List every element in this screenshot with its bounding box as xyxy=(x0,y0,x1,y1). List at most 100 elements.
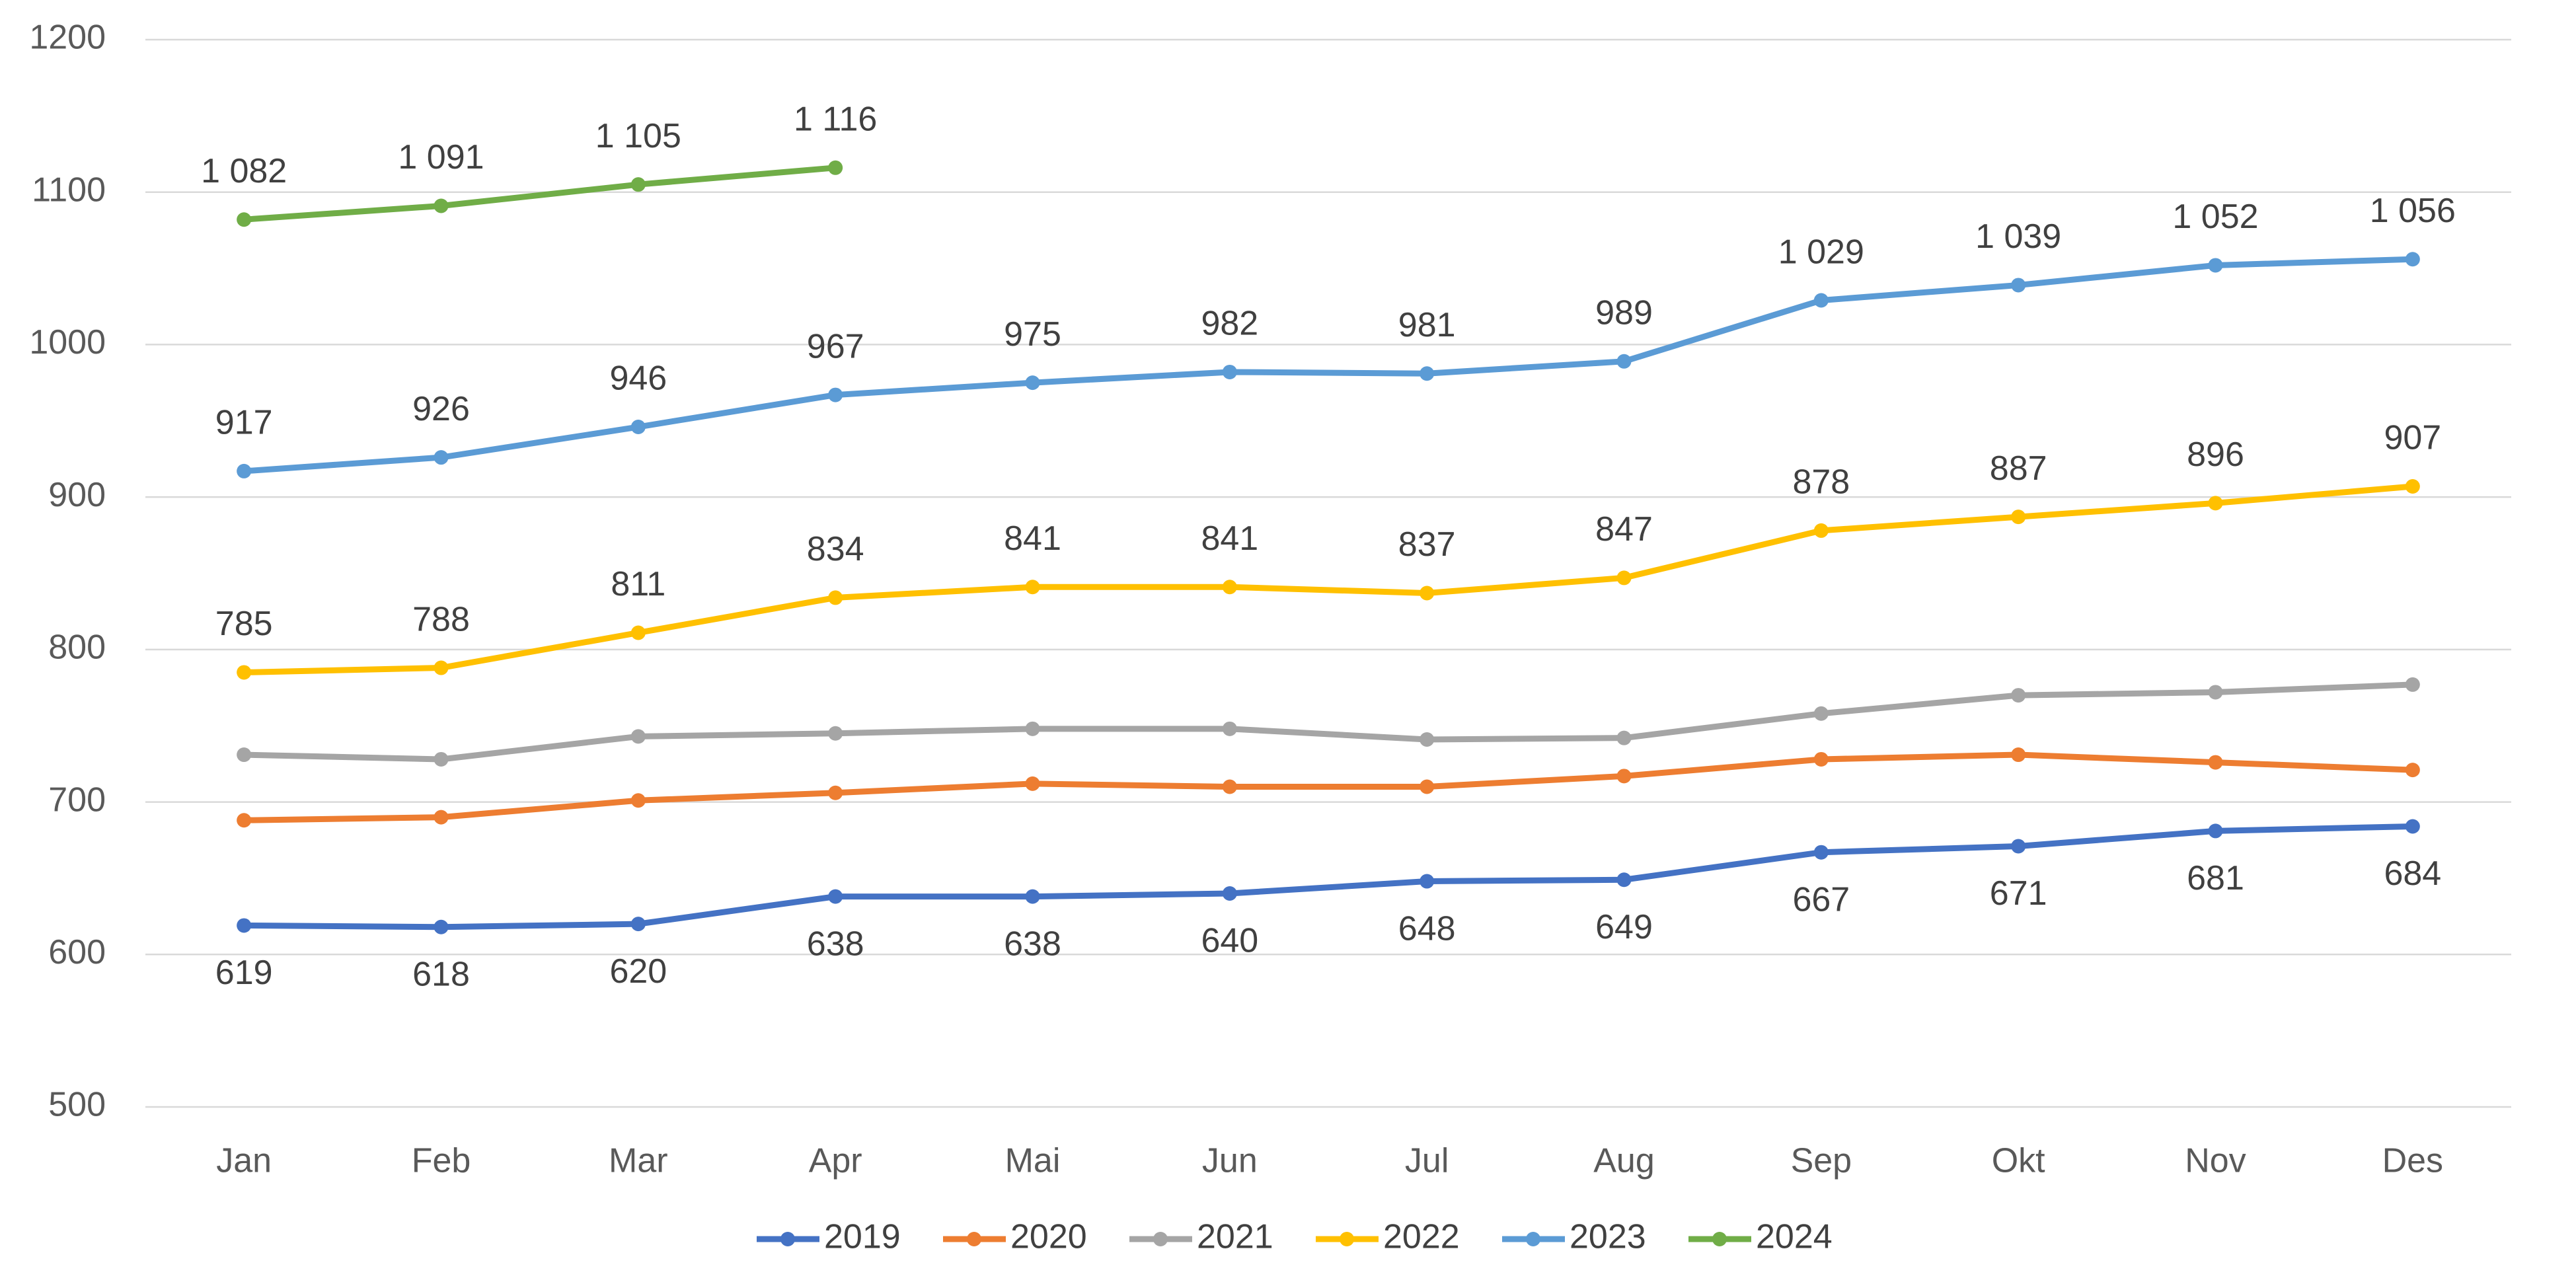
data-label: 620 xyxy=(609,952,667,991)
data-point xyxy=(1222,886,1237,901)
legend-marker xyxy=(780,1232,795,1246)
data-point xyxy=(1813,751,1829,767)
data-point xyxy=(237,212,252,227)
y-tick-label: 500 xyxy=(48,1086,106,1124)
data-point xyxy=(1813,706,1829,721)
series-line xyxy=(241,165,839,223)
data-label: 785 xyxy=(215,605,273,643)
data-label: 1 105 xyxy=(595,117,681,155)
data-label: 967 xyxy=(807,327,864,365)
data-point xyxy=(434,751,449,767)
data-label: 837 xyxy=(1398,525,1456,564)
data-point xyxy=(1025,375,1040,391)
x-tick-label: Jul xyxy=(1405,1142,1449,1180)
data-label: 648 xyxy=(1398,909,1456,948)
data-point xyxy=(2208,823,2223,839)
data-point xyxy=(630,729,646,744)
data-point xyxy=(828,387,843,402)
data-point xyxy=(1420,732,1435,747)
legend-marker xyxy=(1153,1232,1168,1246)
legend-marker xyxy=(1526,1232,1540,1246)
data-label: 640 xyxy=(1201,922,1258,960)
y-tick-label: 600 xyxy=(48,933,106,971)
data-point xyxy=(1813,845,1829,860)
legend-label: 2021 xyxy=(1197,1218,1273,1256)
legend-marker xyxy=(1340,1232,1354,1246)
data-point xyxy=(2011,688,2026,703)
legend-label: 2020 xyxy=(1010,1218,1087,1256)
data-label: 667 xyxy=(1792,880,1850,919)
data-point xyxy=(630,793,646,808)
series-line xyxy=(241,823,2416,930)
data-point xyxy=(1025,776,1040,791)
x-tick-label: Mar xyxy=(609,1142,668,1180)
data-point xyxy=(2208,258,2223,273)
legend-label: 2023 xyxy=(1570,1218,1646,1256)
data-point xyxy=(2011,278,2026,293)
data-label: 989 xyxy=(1595,294,1653,332)
data-label: 619 xyxy=(215,954,273,992)
data-point xyxy=(2405,677,2420,692)
legend-label: 2024 xyxy=(1756,1218,1833,1256)
data-point xyxy=(630,177,646,192)
series-line xyxy=(241,751,2416,823)
data-point xyxy=(237,747,252,763)
data-point xyxy=(2405,478,2420,494)
legend-marker xyxy=(1712,1232,1727,1246)
series-line xyxy=(241,256,2416,474)
y-tick-label: 800 xyxy=(48,628,106,667)
data-point xyxy=(828,726,843,741)
data-point xyxy=(1616,570,1632,586)
data-point xyxy=(1813,293,1829,308)
data-label: 878 xyxy=(1792,463,1850,502)
data-point xyxy=(434,660,449,675)
data-point xyxy=(237,813,252,828)
data-point xyxy=(434,919,449,934)
x-tick-label: Mai xyxy=(1005,1142,1061,1180)
data-point xyxy=(1420,586,1435,601)
data-point xyxy=(1420,779,1435,794)
x-tick-label: Jun xyxy=(1202,1142,1258,1180)
legend-label: 2019 xyxy=(824,1218,901,1256)
data-label: 847 xyxy=(1595,510,1653,549)
data-label: 946 xyxy=(609,360,667,398)
x-tick-label: Des xyxy=(2382,1142,2443,1180)
data-point xyxy=(1616,769,1632,784)
data-label: 1 052 xyxy=(2172,198,2258,236)
data-point xyxy=(1616,354,1632,369)
series-line xyxy=(241,483,2416,675)
y-tick-label: 1100 xyxy=(32,170,106,209)
x-tick-label: Nov xyxy=(2185,1142,2246,1180)
data-point xyxy=(1616,872,1632,888)
data-label: 834 xyxy=(807,530,864,568)
data-point xyxy=(630,420,646,435)
data-label: 1 082 xyxy=(201,152,287,190)
data-point xyxy=(2208,755,2223,770)
data-label: 684 xyxy=(2384,854,2441,893)
data-label: 896 xyxy=(2187,436,2244,474)
data-point xyxy=(828,590,843,605)
data-label: 975 xyxy=(1004,315,1061,354)
data-point xyxy=(828,160,843,175)
data-label: 982 xyxy=(1201,305,1258,343)
data-point xyxy=(2405,763,2420,778)
data-label: 788 xyxy=(412,600,470,638)
y-tick-label: 1000 xyxy=(29,323,106,361)
data-label: 638 xyxy=(1004,925,1061,963)
data-label: 681 xyxy=(2187,859,2244,897)
series-line xyxy=(241,681,2416,763)
data-point xyxy=(1222,779,1237,794)
data-point xyxy=(1025,721,1040,736)
data-point xyxy=(1222,364,1237,379)
x-tick-label: Jan xyxy=(216,1142,272,1180)
data-point xyxy=(2208,685,2223,700)
y-tick-label: 900 xyxy=(48,476,106,514)
data-point xyxy=(2405,252,2420,267)
data-point xyxy=(828,785,843,800)
data-label: 907 xyxy=(2384,419,2441,457)
data-point xyxy=(237,918,252,933)
data-label: 841 xyxy=(1004,519,1061,558)
data-point xyxy=(630,917,646,932)
